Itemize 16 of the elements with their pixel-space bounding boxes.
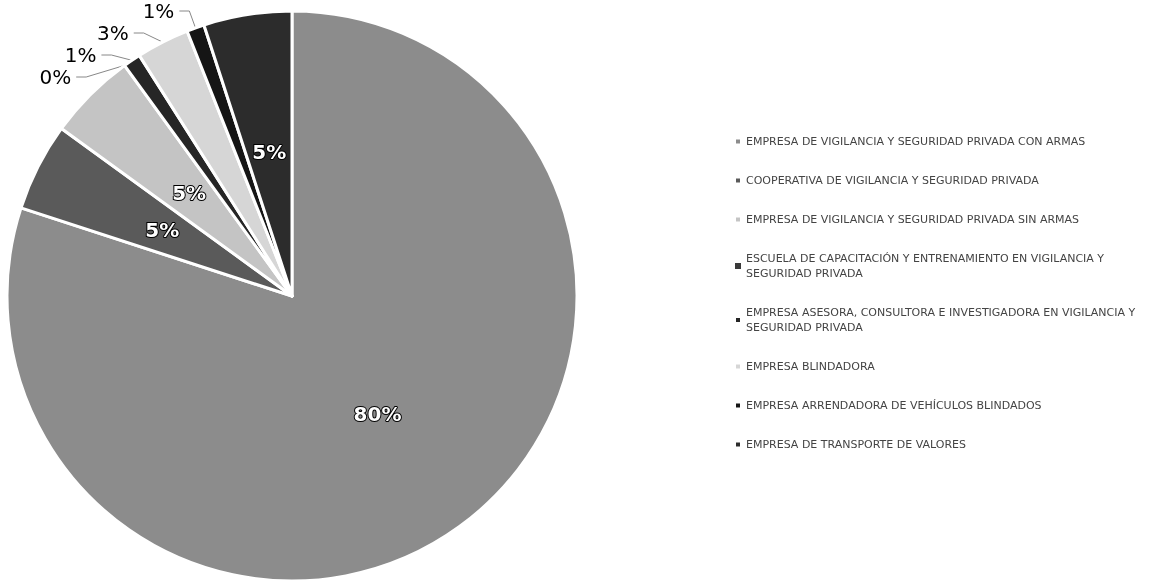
text: 0%: [39, 65, 72, 89]
data-label: 5%: [145, 217, 180, 242]
legend-label: EMPRESA ASESORA, CONSULTORA E INVESTIGADORA EN VIGILANCIA Y SEGURIDAD PRIVADA: [746, 306, 1139, 334]
data-label: 5%: [172, 181, 207, 206]
legend-label: EMPRESA BLINDADORA: [746, 360, 876, 373]
legend-label: EMPRESA ARRENDADORA DE VEHÍCULOS BLINDADOS: [746, 399, 1042, 412]
data-label: 1%: [142, 0, 175, 23]
data-label: 1%: [64, 43, 97, 67]
data-label: 80%: [353, 401, 402, 426]
data-label: 3%: [96, 21, 129, 45]
legend-label: EMPRESA DE VIGILANCIA Y SEGURIDAD PRIVADA SIN ARMAS: [746, 213, 1080, 226]
legend-label: COOPERATIVA DE VIGILANCIA Y SEGURIDAD PRIVADA: [746, 174, 1040, 187]
legend-label: ESCUELA DE CAPACITACIÓN Y ENTRENAMIENTO EN VIGILANCIA Y SEGURIDAD PRIVADA: [746, 252, 1108, 280]
legend-label: EMPRESA DE VIGILANCIA Y SEGURIDAD PRIVADA CON ARMAS: [746, 135, 1086, 148]
data-label: 5%: [252, 140, 287, 165]
legend-label: EMPRESA DE TRANSPORTE DE VALORES: [746, 438, 966, 451]
